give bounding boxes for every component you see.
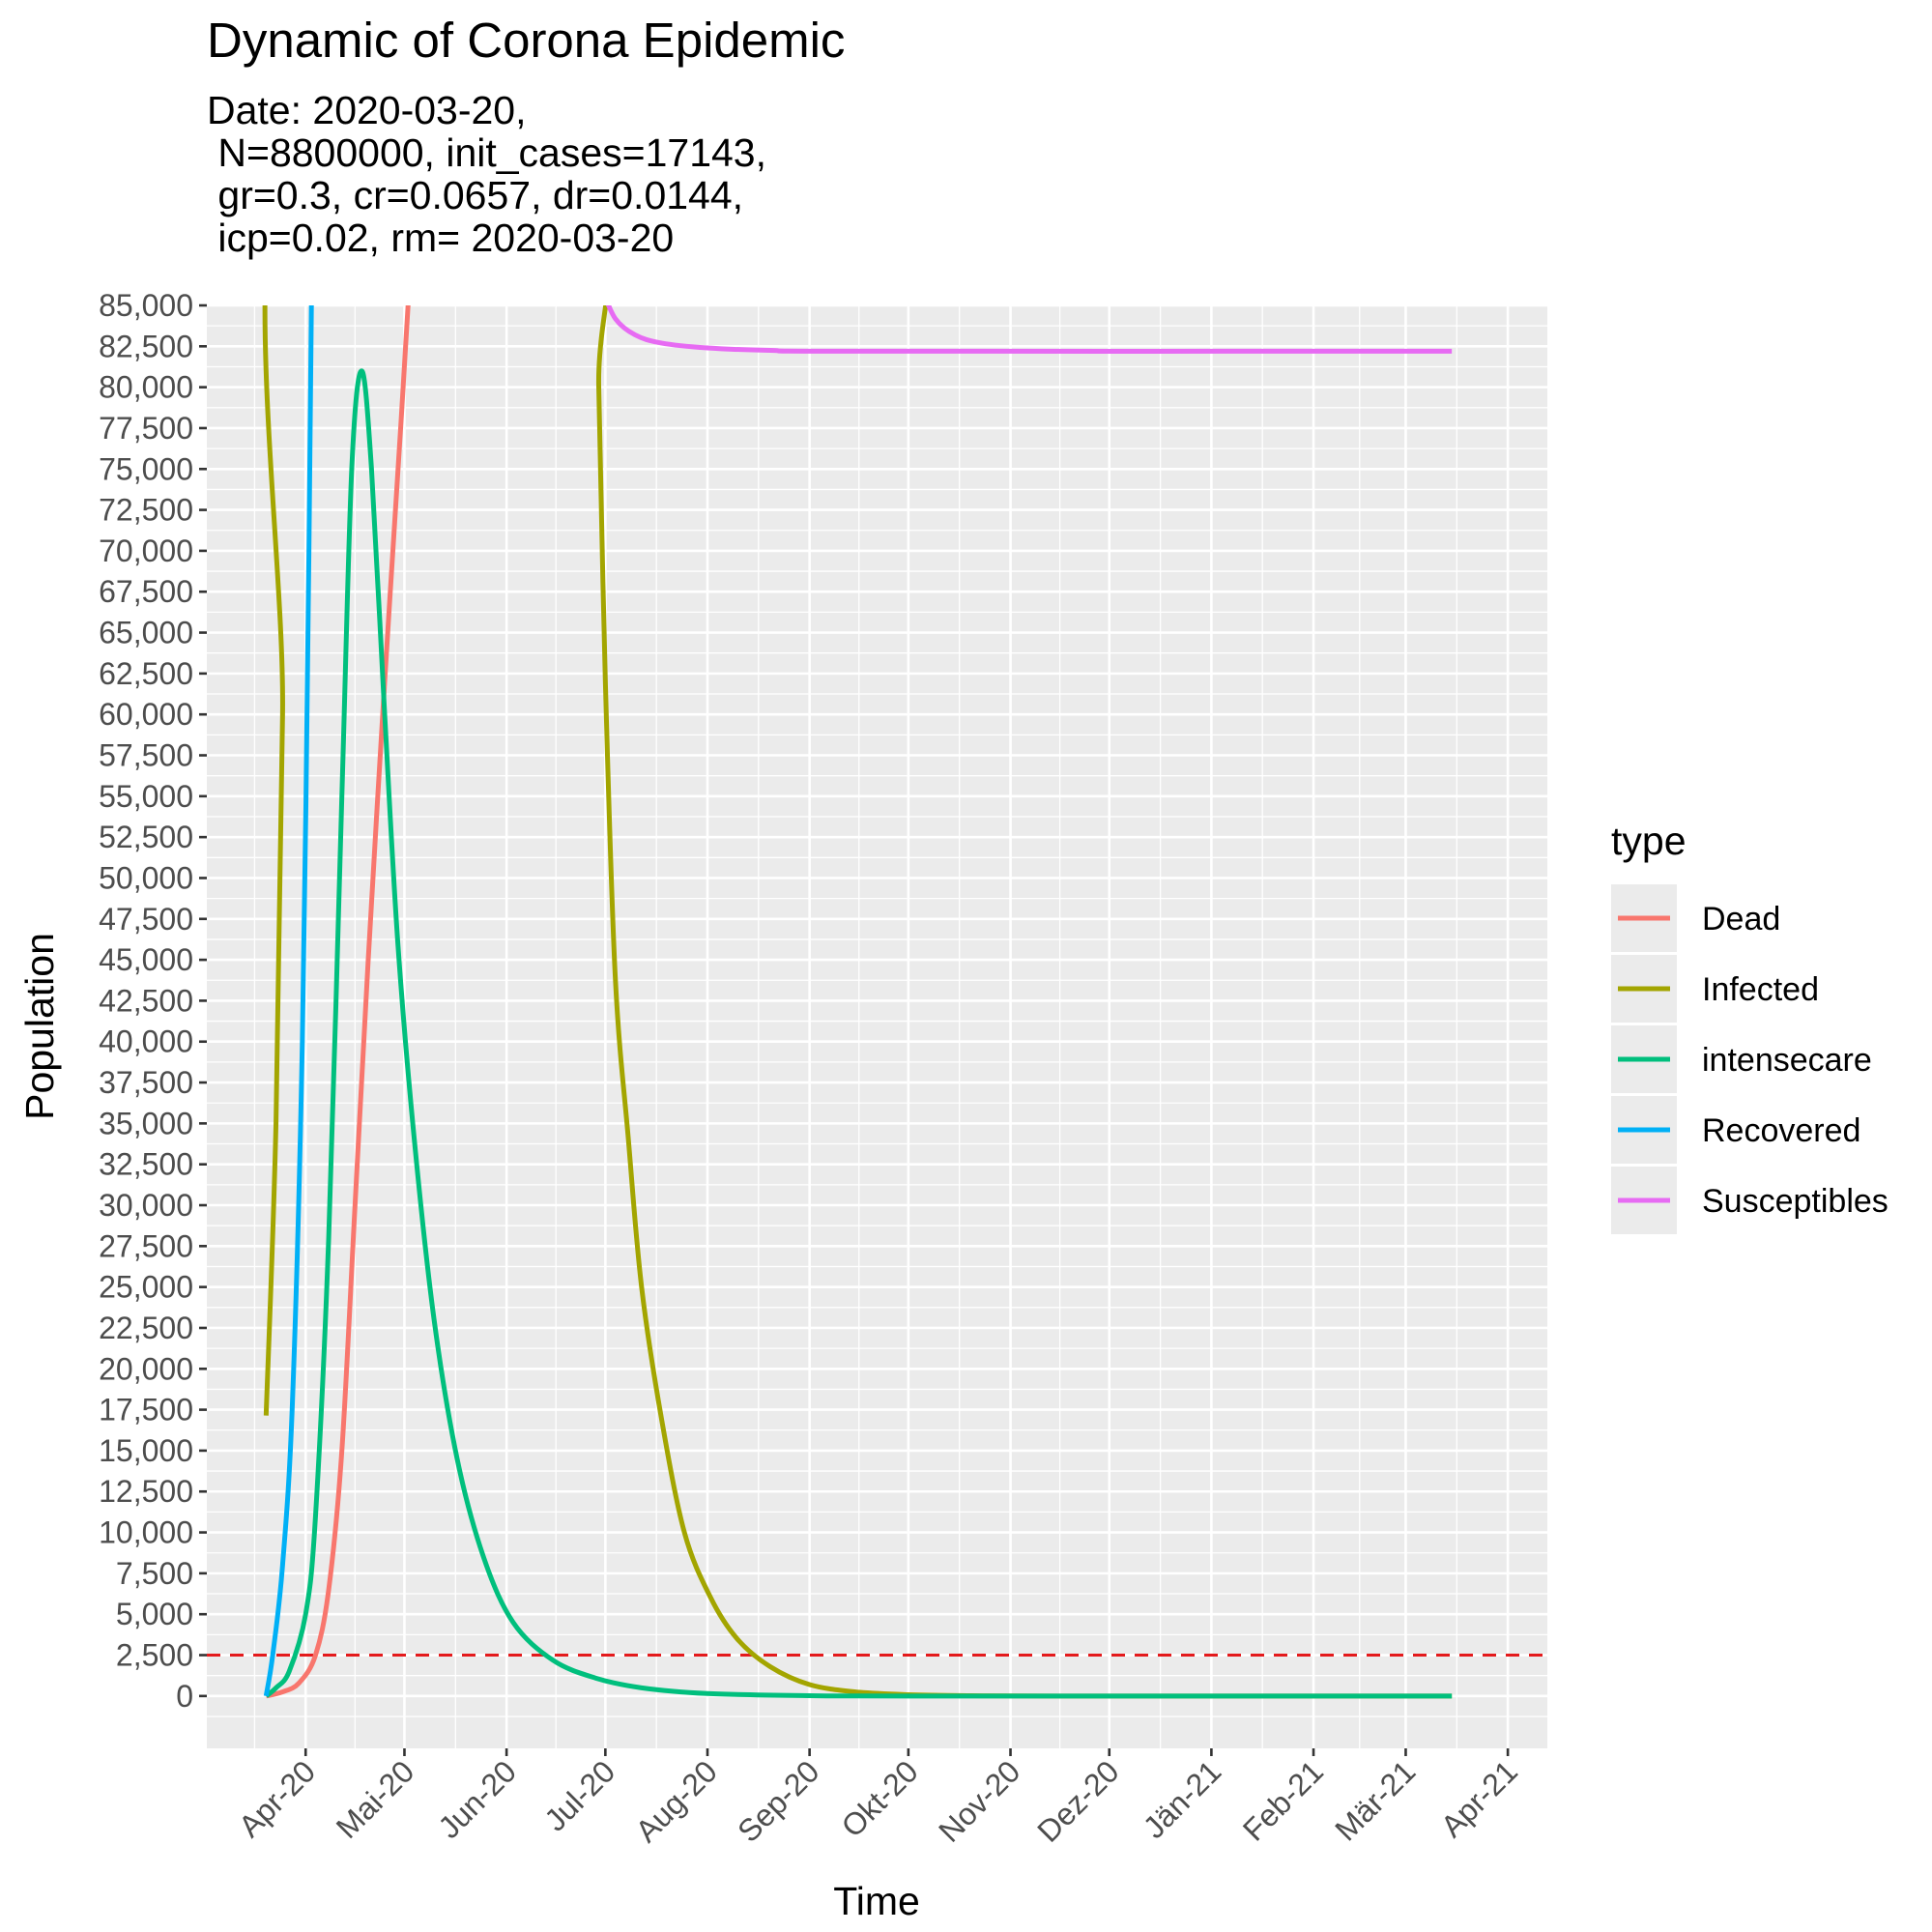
y-tick-label: 65,000 [99,616,193,650]
y-tick-label: 40,000 [99,1024,193,1059]
x-axis: Apr-20 Mai-20 Jun-20 Jul-20 Aug-20 Sep-20 Okt-… [232,1748,1524,1849]
x-axis-title: Time [833,1879,920,1923]
x-tick-label: Mai-20 [330,1753,421,1845]
series-line-susceptibles [605,305,1453,354]
x-tick-label: Dez-20 [1030,1753,1125,1848]
legend-label-intensecare: intensecare [1702,1042,1872,1079]
series-line-dead [265,305,411,1699]
y-tick-label: 85,000 [99,288,193,323]
x-tick-label: Apr-20 [232,1753,322,1843]
legend-item-susceptibles: Susceptibles [1611,1167,1889,1234]
x-tick-label: Nov-20 [932,1753,1026,1848]
x-tick-label: Jun-20 [431,1753,523,1845]
major-gridlines [207,303,1547,1748]
legend-item-intensecare: intensecare [1611,1025,1872,1093]
legend-item-dead: Dead [1611,884,1780,952]
y-tick-label: 32,500 [99,1147,193,1182]
y-axis-title: Population [17,933,62,1120]
legend-item-recovered: Recovered [1611,1096,1860,1164]
y-tick-label: 77,500 [99,411,193,446]
y-tick-label: 0 [176,1679,193,1714]
y-tick-label: 15,000 [99,1433,193,1468]
y-tick-label: 57,500 [99,738,193,773]
legend-label-dead: Dead [1702,901,1780,937]
legend-title: type [1611,819,1687,863]
y-tick-label: 60,000 [99,697,193,732]
x-tick-label: Okt-20 [834,1753,924,1843]
legend: type Dead Infected intensecare Recovered Sus… [1611,819,1889,1234]
y-tick-label: 22,500 [99,1311,193,1345]
y-tick-label: 35,000 [99,1106,193,1140]
y-tick-label: 20,000 [99,1351,193,1386]
series-line-recovered [263,305,314,1697]
y-tick-label: 27,500 [99,1228,193,1263]
x-tick-label: Feb-21 [1236,1753,1330,1847]
y-tick-label: 37,500 [99,1065,193,1100]
y-tick-label: 25,000 [99,1270,193,1305]
y-tick-label: 12,500 [99,1474,193,1509]
x-tick-label: Sep-20 [731,1753,825,1848]
y-tick-label: 42,500 [99,983,193,1018]
minor-gridlines [207,305,1547,1748]
y-tick-label: 7,500 [116,1556,193,1591]
legend-item-infected: Infected [1611,955,1819,1023]
series-line-intensecare [264,368,1453,1699]
x-tick-label: Jul-20 [537,1753,621,1837]
x-tick-label: Mär-21 [1328,1753,1422,1847]
y-tick-label: 50,000 [99,860,193,895]
x-tick-label: Jän-21 [1137,1753,1228,1845]
y-tick-label: 10,000 [99,1515,193,1550]
y-tick-label: 62,500 [99,656,193,691]
y-tick-label: 45,000 [99,942,193,977]
plot-panel [207,305,1547,1748]
y-tick-label: 2,500 [116,1638,193,1673]
series-layer [262,305,1453,1699]
y-tick-label: 47,500 [99,902,193,937]
y-tick-label: 82,500 [99,329,193,363]
chart-title: Dynamic of Corona Epidemic [207,13,846,68]
legend-label-recovered: Recovered [1702,1112,1860,1149]
y-tick-label: 80,000 [99,370,193,405]
y-tick-label: 52,500 [99,820,193,854]
legend-label-susceptibles: Susceptibles [1702,1183,1889,1220]
x-tick-label: Aug-20 [629,1753,724,1848]
y-tick-label: 55,000 [99,779,193,814]
x-tick-label: Apr-21 [1434,1753,1524,1843]
y-tick-label: 75,000 [99,451,193,486]
y-tick-label: 70,000 [99,533,193,568]
y-tick-label: 67,500 [99,574,193,609]
legend-label-infected: Infected [1702,971,1819,1008]
y-tick-label: 17,500 [99,1393,193,1427]
chart-subtitle: Date: 2020-03-20, N=8800000, init_cases=… [207,88,767,260]
y-tick-label: 30,000 [99,1188,193,1223]
y-tick-label: 72,500 [99,493,193,528]
y-tick-label: 5,000 [116,1597,193,1631]
y-axis: 0 2,500 5,000 7,500 10,000 12,500 15,000 17,500… [99,288,207,1714]
